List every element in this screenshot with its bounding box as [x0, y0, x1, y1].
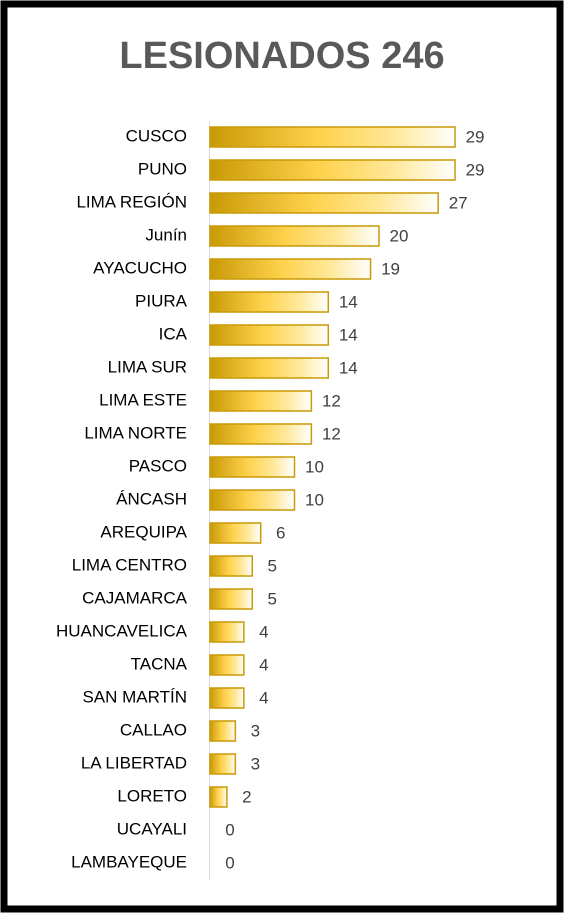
value-label: 14 [339, 325, 358, 344]
bar [209, 390, 313, 412]
category-label: LIMA CENTRO [72, 555, 187, 574]
value-label: 10 [305, 457, 324, 476]
bar [209, 621, 245, 643]
category-label: LIMA NORTE [84, 423, 187, 442]
bar [209, 126, 456, 148]
bar [209, 159, 456, 181]
value-label: 19 [381, 259, 400, 278]
category-label: TACNA [131, 654, 188, 673]
bar [209, 423, 313, 445]
category-label: LORETO [117, 786, 187, 805]
category-label: CUSCO [126, 126, 187, 145]
value-label: 29 [466, 127, 485, 146]
bar [209, 555, 253, 577]
category-label: AREQUIPA [100, 522, 187, 541]
bar [209, 786, 228, 808]
bar [209, 357, 330, 379]
category-label: HUANCAVELICA [56, 621, 188, 640]
value-label: 14 [339, 292, 358, 311]
bar [209, 456, 296, 478]
category-label: LAMBAYEQUE [71, 852, 187, 871]
bar [209, 720, 237, 742]
category-label: LIMA SUR [108, 357, 187, 376]
category-label: LIMA REGIÓN [76, 192, 187, 211]
value-label: 0 [225, 820, 234, 839]
bar [209, 225, 380, 247]
category-label: CALLAO [120, 720, 187, 739]
category-label: SAN MARTÍN [82, 687, 187, 706]
value-label: 14 [339, 358, 358, 377]
value-label: 6 [276, 523, 285, 542]
category-label: PASCO [129, 456, 187, 475]
category-label: LIMA ESTE [99, 390, 187, 409]
category-label: UCAYALI [117, 819, 187, 838]
value-label: 3 [251, 754, 260, 773]
chart-title: LESIONADOS 246 [119, 35, 444, 77]
value-label: 29 [466, 160, 485, 179]
value-label: 27 [449, 193, 468, 212]
value-label: 3 [251, 721, 260, 740]
bar [209, 192, 439, 214]
value-label: 5 [268, 589, 277, 608]
bar [209, 258, 372, 280]
value-label: 2 [242, 787, 251, 806]
category-label: Junín [145, 225, 187, 244]
category-label: ICA [159, 324, 188, 343]
value-label: 4 [259, 688, 268, 707]
value-label: 20 [390, 226, 409, 245]
value-label: 10 [305, 490, 324, 509]
category-label: AYACUCHO [93, 258, 187, 277]
bar [209, 753, 237, 775]
bar [209, 588, 253, 610]
bar [209, 324, 330, 346]
bar [209, 291, 330, 313]
category-label: CAJAMARCA [82, 588, 188, 607]
value-label: 0 [225, 853, 234, 872]
value-label: 5 [268, 556, 277, 575]
value-label: 4 [259, 655, 268, 674]
bar [209, 489, 296, 511]
value-label: 4 [259, 622, 268, 641]
bar [209, 654, 245, 676]
category-label: PIURA [135, 291, 188, 310]
bar [209, 687, 245, 709]
category-label: PUNO [138, 159, 187, 178]
value-label: 12 [322, 391, 341, 410]
bar [209, 522, 262, 544]
category-label: LA LIBERTAD [81, 753, 187, 772]
value-label: 12 [322, 424, 341, 443]
category-label: ÁNCASH [116, 489, 187, 508]
